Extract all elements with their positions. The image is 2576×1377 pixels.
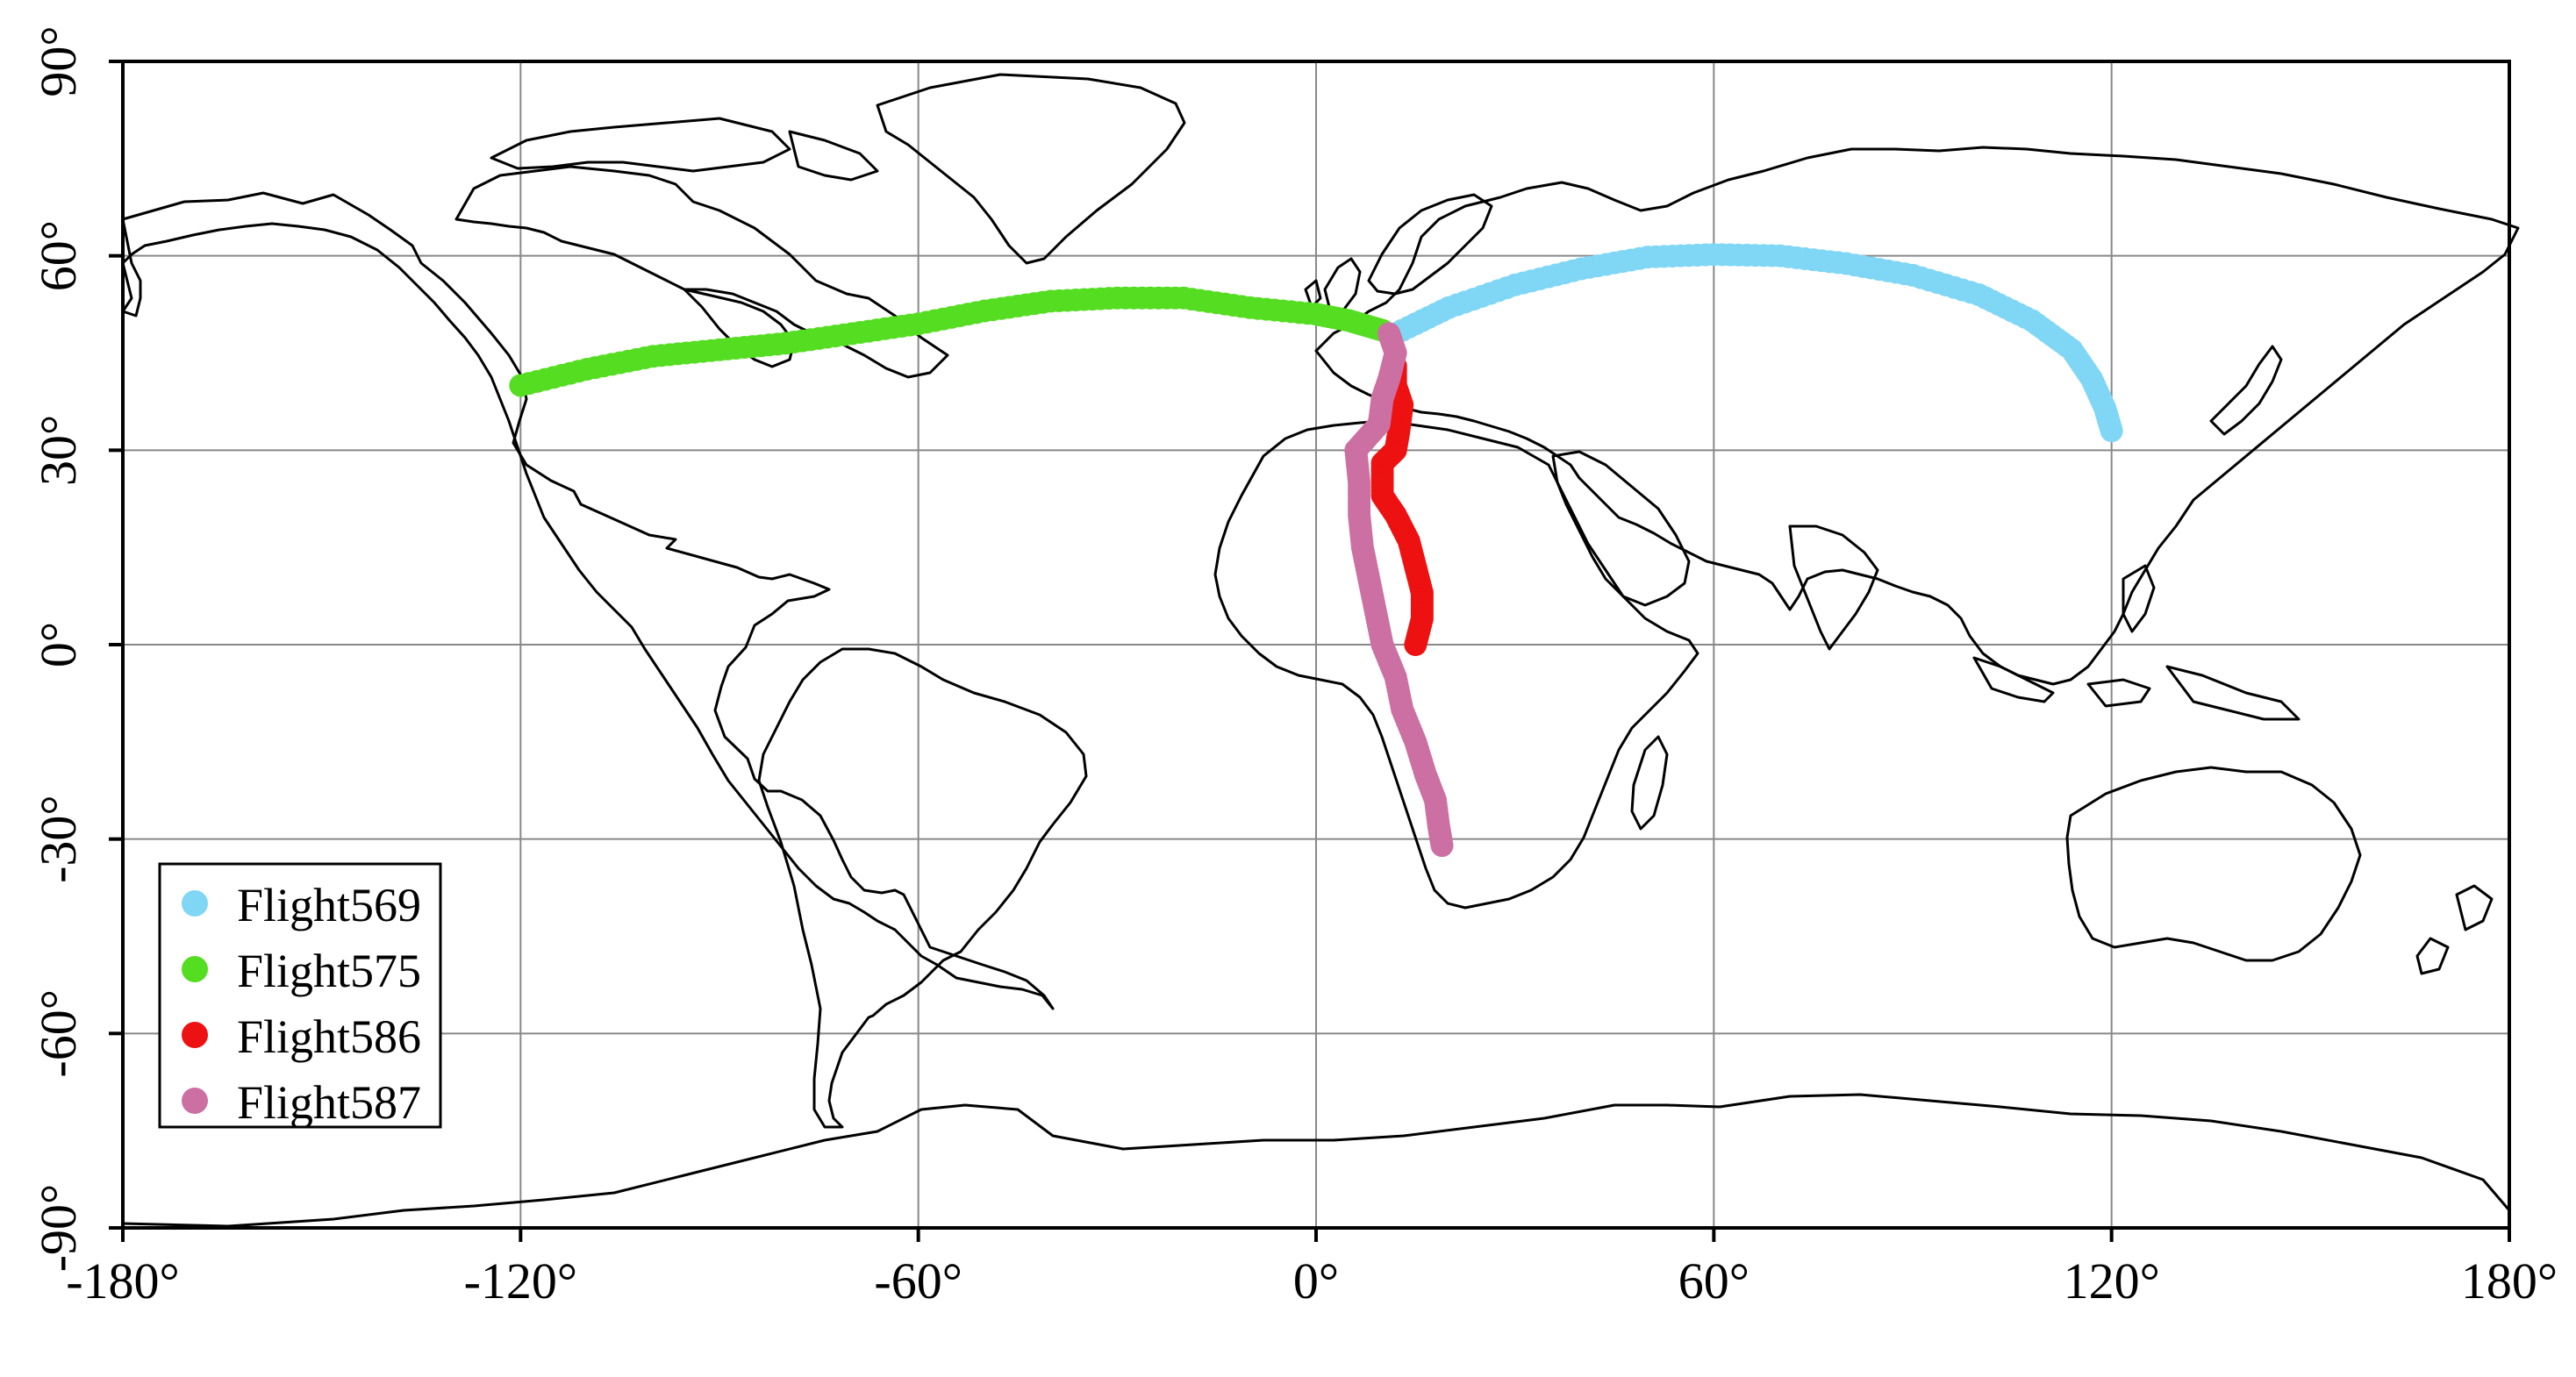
south-america-coastline <box>757 647 1088 1129</box>
legend: Flight569 Flight575 Flight586 Flight587 <box>158 862 442 1129</box>
arctic-islands-coastline <box>490 117 879 182</box>
y-tick-label: 90° <box>30 25 87 96</box>
eurasia-coastline <box>1314 146 2520 686</box>
y-tick-label: -60° <box>30 989 87 1078</box>
north-america-coastline <box>121 191 1055 1010</box>
madagascar-coastline <box>1630 735 1669 831</box>
x-tick-label: 180° <box>2461 1252 2558 1309</box>
world-coastlines <box>121 73 2520 1230</box>
x-tick-label: 0° <box>1293 1252 1339 1309</box>
scandinavia-coastline <box>1367 193 1493 296</box>
greenland-coastline <box>876 73 1186 265</box>
y-tick-label: -30° <box>30 795 87 883</box>
africa-coastline <box>1213 419 1699 910</box>
y-tick-label: 60° <box>30 220 87 291</box>
legend-label: Flight575 <box>237 945 421 997</box>
track-flight575 <box>509 286 1394 397</box>
hudson-bay-coastline <box>683 288 796 368</box>
australia-coastline <box>2065 766 2362 962</box>
grid-lines <box>122 61 2510 1229</box>
track-flight587 <box>1344 322 1454 858</box>
southeast-asia-islands-coastline <box>1972 564 2301 721</box>
x-tick-label: 120° <box>2064 1252 2160 1309</box>
india-coastline <box>1788 524 1879 651</box>
legend-label: Flight587 <box>237 1076 421 1129</box>
x-tick-label: -120° <box>464 1252 578 1309</box>
x-axis: -180° -120° -60° 0° 60° 120° 180° <box>66 1228 2558 1309</box>
x-tick-label: 60° <box>1678 1252 1750 1309</box>
legend-marker <box>182 1088 208 1114</box>
x-tick-label: -180° <box>66 1252 180 1309</box>
x-tick-label: -60° <box>874 1252 962 1309</box>
legend-label: Flight586 <box>237 1010 421 1063</box>
track-point <box>2100 419 2123 443</box>
y-tick-label: 30° <box>30 415 87 486</box>
flight-tracks <box>509 243 2123 858</box>
y-tick-label: 0° <box>30 622 87 667</box>
arabia-coastline <box>1551 450 1691 607</box>
legend-marker <box>182 1022 208 1048</box>
legend-marker <box>182 956 208 982</box>
track-point <box>1430 834 1454 858</box>
new-zealand-coastline <box>2415 884 2494 975</box>
y-axis: 90° 60° 30° 0° -30° -60° -90° <box>30 25 123 1272</box>
canadian-arctic-coastline <box>454 165 949 379</box>
legend-marker <box>182 890 208 917</box>
japan-coastline <box>2209 345 2283 436</box>
track-point <box>1404 633 1428 656</box>
track-flight569 <box>1384 243 2123 443</box>
antarctica-coastline <box>121 1093 2511 1230</box>
legend-label: Flight569 <box>237 879 421 931</box>
y-tick-label: -90° <box>30 1184 87 1273</box>
